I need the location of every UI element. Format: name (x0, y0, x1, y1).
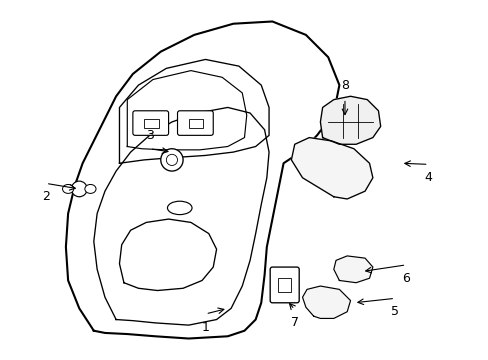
Circle shape (166, 154, 177, 166)
Text: 3: 3 (145, 129, 153, 142)
Text: 1: 1 (201, 321, 209, 334)
Text: 5: 5 (390, 305, 398, 318)
Ellipse shape (62, 184, 74, 193)
FancyBboxPatch shape (133, 111, 168, 135)
FancyBboxPatch shape (177, 111, 213, 135)
Text: 7: 7 (290, 316, 298, 329)
Text: 8: 8 (340, 78, 348, 91)
Polygon shape (320, 96, 380, 144)
Text: 2: 2 (42, 190, 50, 203)
FancyBboxPatch shape (270, 267, 299, 303)
Text: 6: 6 (402, 272, 409, 285)
Circle shape (71, 181, 87, 197)
Ellipse shape (167, 201, 192, 215)
Bar (188, 118, 203, 127)
Polygon shape (291, 138, 372, 199)
Text: 4: 4 (424, 171, 432, 184)
Circle shape (161, 149, 183, 171)
Polygon shape (302, 286, 350, 319)
Polygon shape (333, 256, 372, 283)
Ellipse shape (85, 184, 96, 193)
Bar (144, 118, 158, 127)
Bar (277, 278, 291, 292)
